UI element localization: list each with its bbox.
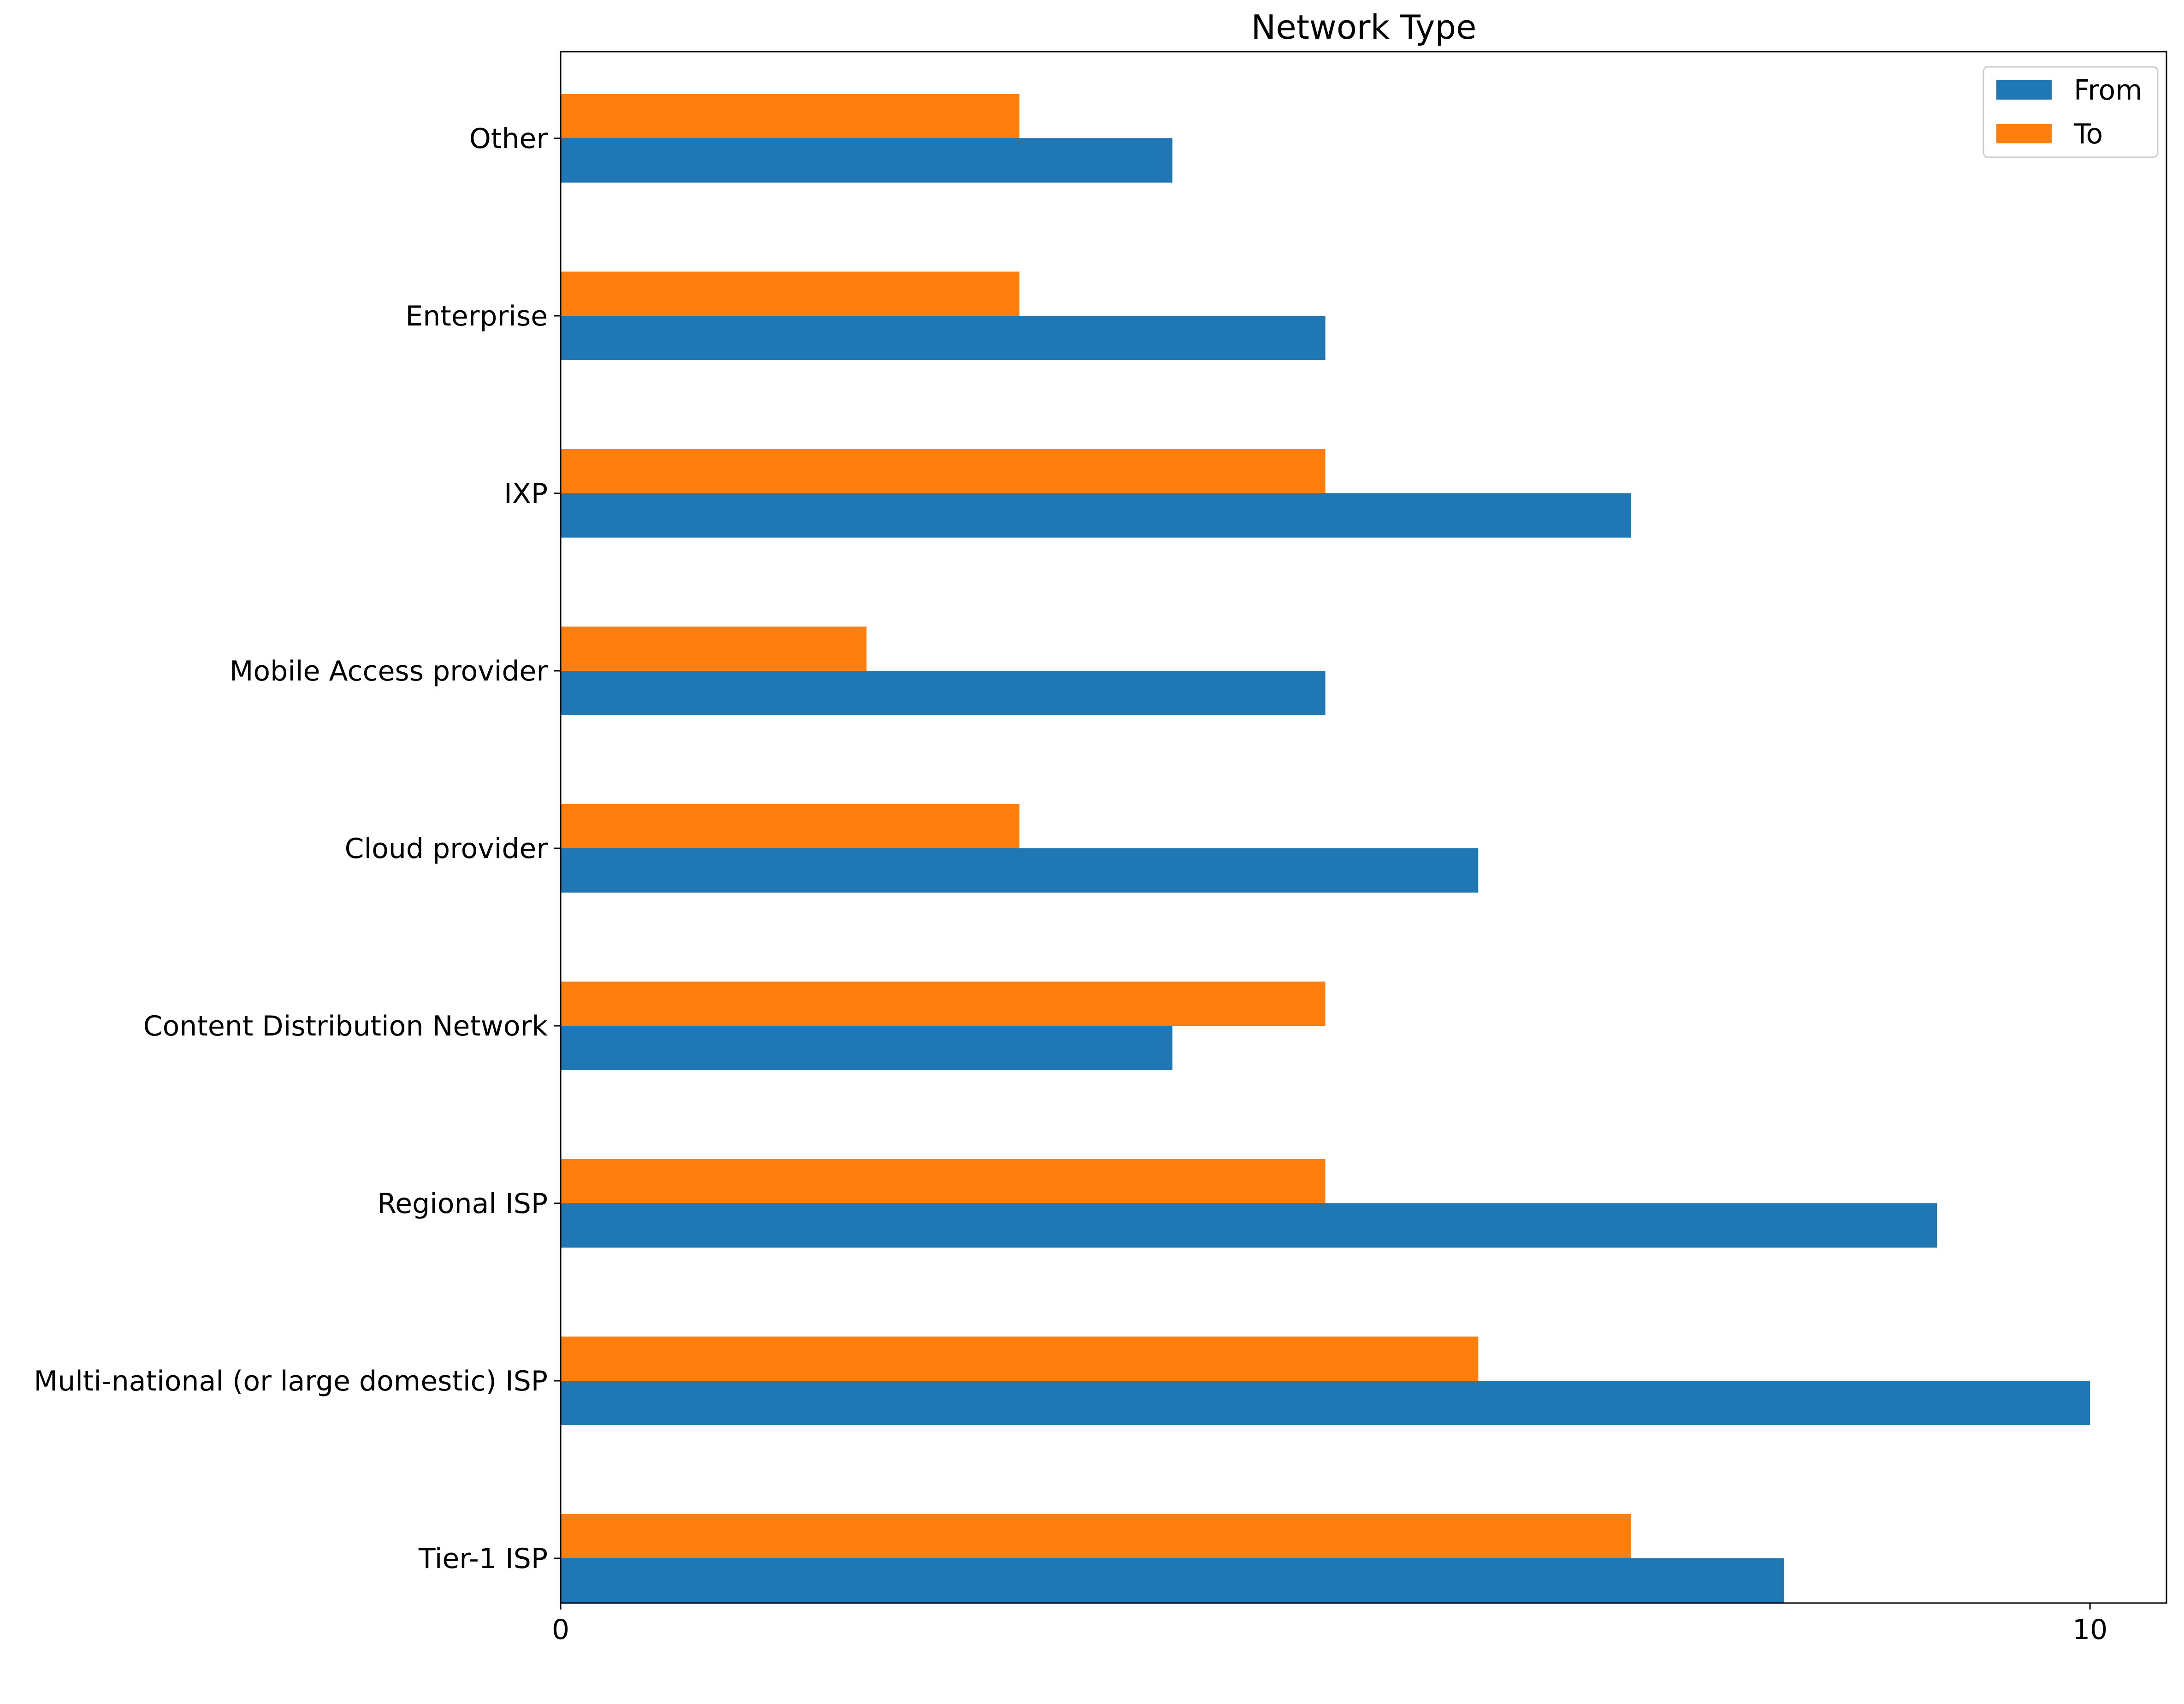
bar-from-mobile-access-provider xyxy=(561,671,1326,715)
bar-to-tier-1-isp xyxy=(561,1514,1631,1558)
y-tick-label: Content Distribution Network xyxy=(143,1010,548,1042)
bar-to-content-distribution-network xyxy=(561,982,1326,1026)
y-tick-label: Cloud provider xyxy=(345,833,548,865)
bar-from-enterprise xyxy=(561,316,1326,360)
x-axis: 0 10 xyxy=(552,1603,2107,1646)
bar-to-other xyxy=(561,94,1020,138)
y-tick-label: IXP xyxy=(504,478,548,510)
x-tick-label: 10 xyxy=(2072,1614,2107,1646)
bar-from-multi-national-or-large-domestic-isp xyxy=(561,1381,2090,1425)
bar-to-ixp xyxy=(561,449,1326,493)
y-tick-label: Multi-national (or large domestic) ISP xyxy=(34,1365,548,1397)
bar-from-regional-isp xyxy=(561,1203,1937,1248)
bar-from-other xyxy=(561,138,1172,183)
y-tick-label: Regional ISP xyxy=(377,1188,548,1220)
bar-to-enterprise xyxy=(561,272,1020,316)
y-axis: Tier-1 ISP Multi-national (or large domes… xyxy=(34,123,561,1575)
bar-from-cloud-provider xyxy=(561,848,1479,893)
bar-from-content-distribution-network xyxy=(561,1026,1172,1070)
y-tick-label: Mobile Access provider xyxy=(230,655,548,687)
bar-to-cloud-provider xyxy=(561,804,1020,848)
legend: From To xyxy=(1983,66,2159,158)
bar-from-ixp xyxy=(561,493,1631,538)
legend-label-to: To xyxy=(2073,118,2103,150)
x-tick-label: 0 xyxy=(552,1614,569,1646)
legend-label-from: From xyxy=(2074,74,2143,106)
legend-swatch-from xyxy=(1996,80,2052,100)
bar-from-tier-1-isp xyxy=(561,1558,1784,1603)
y-tick-label: Tier-1 ISP xyxy=(418,1543,548,1575)
y-tick-label: Enterprise xyxy=(405,300,548,332)
bar-to-regional-isp xyxy=(561,1159,1326,1203)
chart-title: Network Type xyxy=(1251,8,1477,47)
plot-frame xyxy=(560,51,2167,1604)
bar-to-multi-national-or-large-domestic-isp xyxy=(561,1337,1479,1381)
bar-to-mobile-access-provider xyxy=(561,627,867,671)
bars-layer xyxy=(561,94,2090,1603)
legend-swatch-to xyxy=(1996,124,2052,143)
y-tick-label: Other xyxy=(469,123,548,155)
